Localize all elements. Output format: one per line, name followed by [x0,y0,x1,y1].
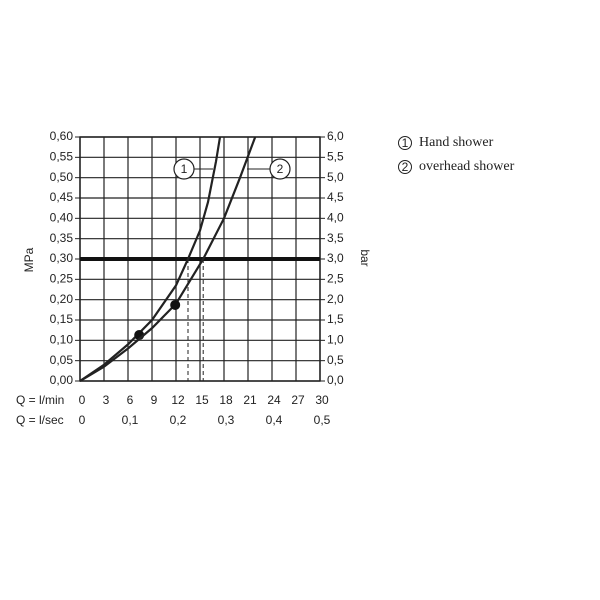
curve-label-circle [269,158,291,180]
x2-tick-label: 0,2 [170,413,187,427]
y2-tick-label: 1,0 [327,333,344,347]
legend-symbol [398,136,412,150]
x2-axis-label: Q = l/sec [16,413,64,427]
x-tick-label: 24 [267,393,281,407]
y-tick-label: 0,50 [50,170,74,184]
y2-tick-label: 0,5 [327,353,344,367]
marker-dot [170,299,181,310]
y2-tick-label: 2,0 [327,292,344,306]
legend-symbol [398,160,412,174]
y2-tick-label: 6,0 [327,129,344,143]
y2-tick-label: 1,5 [327,312,344,326]
y-tick-label: 0,30 [50,251,74,265]
y-tick-label: 0,10 [50,333,74,347]
y-tick-label: 0,40 [50,211,74,225]
y2-tick-label: 3,0 [327,251,344,265]
x-tick-label: 15 [195,393,209,407]
x2-tick-label: 0,5 [314,413,331,427]
legend-label: overhead shower [419,159,515,174]
y2-tick-label: 2,5 [327,272,344,286]
y-tick-label: 0,15 [50,312,74,326]
y-tick-label: 0,45 [50,190,74,204]
y-tick-label: 0,35 [50,231,74,245]
x-tick-label: 6 [127,393,134,407]
curve [79,136,222,382]
curve-label: 2 [277,162,284,176]
x2-tick-label: 0,3 [218,413,235,427]
y2-tick-label: 5,0 [327,170,344,184]
x-tick-label: 9 [151,393,158,407]
y-tick-label: 0,05 [50,353,74,367]
legend-label: Hand shower [419,135,494,150]
x-tick-label: 27 [291,393,305,407]
y2-tick-label: 4,5 [327,190,344,204]
legend-number: 1 [402,136,409,150]
y-tick-label: 0,60 [50,129,74,143]
x2-tick-label: 0,4 [266,413,283,427]
x2-tick-label: 0,1 [122,413,139,427]
y-tick-label: 0,25 [50,272,74,286]
curve-label-circle [173,158,195,180]
y2-tick-label: 0,0 [327,373,344,387]
y-axis-label: MPa [22,247,36,272]
x2-tick-label: 0 [79,413,86,427]
y-tick-label: 0,20 [50,292,74,306]
legend-number: 2 [402,160,409,174]
x-tick-label: 0 [79,393,86,407]
x-tick-label: 3 [103,393,110,407]
y-tick-label: 0,00 [50,373,74,387]
y2-tick-label: 3,5 [327,231,344,245]
x-tick-label: 18 [219,393,233,407]
x-axis-label: Q = l/min [16,393,64,407]
y2-axis-label: bar [358,249,372,266]
x-tick-label: 30 [315,393,329,407]
curve-label: 1 [181,162,188,176]
y2-tick-label: 5,5 [327,150,344,164]
y-tick-label: 0,55 [50,150,74,164]
x-tick-label: 21 [243,393,257,407]
x-tick-label: 12 [171,393,185,407]
y2-tick-label: 4,0 [327,211,344,225]
